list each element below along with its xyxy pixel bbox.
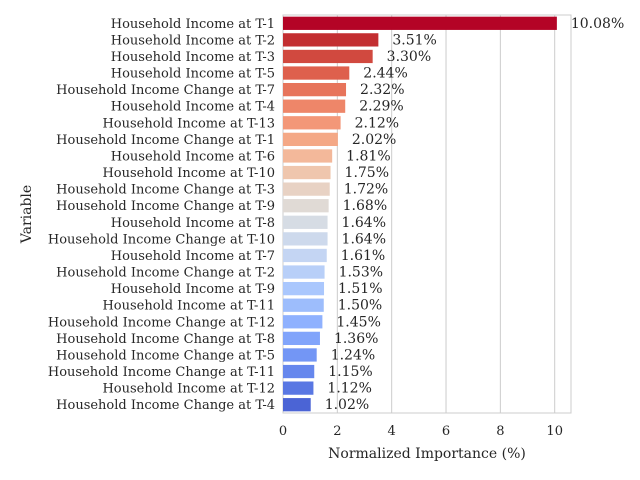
y-tick-label: Household Income Change at T-12 bbox=[48, 315, 275, 330]
x-tick-label: 8 bbox=[496, 424, 504, 439]
bar bbox=[283, 149, 333, 163]
bar bbox=[283, 99, 346, 113]
y-tick-label: Household Income at T-12 bbox=[102, 382, 275, 397]
y-tick-label: Household Income at T-4 bbox=[111, 100, 275, 115]
y-tick-label: Household Income at T-10 bbox=[102, 166, 275, 181]
y-axis-label: Variable bbox=[19, 185, 35, 244]
bar bbox=[283, 49, 373, 64]
x-tick-label: 6 bbox=[442, 424, 450, 439]
bar bbox=[283, 16, 557, 30]
bar bbox=[283, 281, 325, 296]
value-labels: 10.08% 3.51%3.30%2.44%2.32%2.29%2.12%2.02… bbox=[325, 16, 625, 413]
bar bbox=[283, 232, 328, 246]
y-tick-label: Household Income Change at T-2 bbox=[56, 266, 275, 281]
y-tick-label: Household Income Change at T-3 bbox=[56, 183, 275, 198]
bar bbox=[283, 116, 341, 130]
x-axis-label: Normalized Importance (%) bbox=[328, 446, 526, 462]
value-label: 1.45% bbox=[336, 314, 380, 330]
y-tick-label: Household Income at T-6 bbox=[111, 149, 275, 164]
y-tick-label: Household Income at T-1 bbox=[111, 17, 275, 32]
bar bbox=[283, 265, 325, 279]
value-label: 2.32% bbox=[360, 82, 404, 98]
y-tick-label: Household Income at T-5 bbox=[111, 67, 275, 82]
y-tick-label: Household Income Change at T-7 bbox=[56, 83, 275, 98]
axes-frame bbox=[282, 14, 572, 414]
y-tick-label: Household Income Change at T-10 bbox=[48, 232, 275, 247]
value-label: 1.68% bbox=[343, 198, 387, 214]
bar bbox=[283, 331, 320, 346]
bar bbox=[283, 315, 323, 329]
value-label: 1.61% bbox=[341, 248, 385, 264]
bar bbox=[283, 348, 317, 362]
value-label: 1.36% bbox=[334, 331, 378, 347]
value-label: 10.08% bbox=[571, 16, 624, 32]
value-label: 2.44% bbox=[363, 66, 407, 82]
value-label: 3.51% bbox=[392, 32, 436, 48]
bars bbox=[283, 16, 557, 412]
bar bbox=[283, 199, 329, 213]
bar bbox=[283, 398, 311, 412]
value-label: 1.02% bbox=[325, 397, 369, 413]
bar bbox=[283, 381, 314, 395]
x-tick-label: 2 bbox=[333, 424, 341, 439]
x-tick-labels: 0 2 4 6 8 10 bbox=[279, 424, 563, 439]
bar bbox=[283, 132, 338, 147]
bar bbox=[283, 66, 350, 80]
x-tick-label: 0 bbox=[279, 424, 287, 439]
y-tick-label: Household Income Change at T-5 bbox=[56, 348, 275, 363]
y-tick-label: Household Income Change at T-9 bbox=[56, 199, 275, 214]
bar bbox=[283, 215, 328, 229]
y-tick-label: Household Income Change at T-11 bbox=[48, 365, 275, 380]
value-label: 1.75% bbox=[345, 165, 389, 181]
value-label: 2.29% bbox=[359, 99, 403, 115]
y-tick-label: Household Income Change at T-4 bbox=[56, 398, 275, 413]
value-label: 1.81% bbox=[346, 148, 390, 164]
bar bbox=[283, 182, 330, 196]
value-label: 2.12% bbox=[355, 115, 399, 131]
y-tick-label: Household Income at T-9 bbox=[111, 282, 275, 297]
bar bbox=[283, 298, 324, 312]
value-label: 1.24% bbox=[331, 347, 375, 363]
x-tick-label: 10 bbox=[546, 424, 563, 439]
bar bbox=[283, 82, 347, 97]
y-tick-label: Household Income at T-11 bbox=[102, 299, 275, 314]
y-tick-label: Household Income at T-8 bbox=[111, 216, 275, 231]
value-label: 1.53% bbox=[339, 265, 383, 281]
value-label: 1.64% bbox=[342, 215, 386, 231]
value-label: 1.72% bbox=[344, 182, 388, 198]
value-label: 1.50% bbox=[338, 298, 382, 314]
x-tick-label: 4 bbox=[388, 424, 396, 439]
y-tick-label: Household Income Change at T-8 bbox=[56, 332, 275, 347]
bar bbox=[283, 364, 315, 379]
value-label: 3.30% bbox=[387, 49, 431, 65]
value-label: 2.02% bbox=[352, 132, 396, 148]
y-tick-label: Household Income at T-13 bbox=[102, 116, 275, 131]
value-label: 1.12% bbox=[327, 381, 371, 397]
value-label: 1.15% bbox=[328, 364, 372, 380]
y-tick-label: Household Income at T-2 bbox=[111, 33, 275, 48]
y-tick-label: Household Income Change at T-1 bbox=[56, 133, 275, 148]
bar bbox=[283, 165, 331, 180]
value-label: 1.64% bbox=[342, 231, 386, 247]
bar bbox=[283, 33, 379, 47]
value-label: 1.51% bbox=[338, 281, 382, 297]
y-tick-label: Household Income at T-7 bbox=[111, 249, 275, 264]
y-tick-label: Household Income at T-3 bbox=[111, 50, 275, 65]
bar bbox=[283, 248, 327, 263]
